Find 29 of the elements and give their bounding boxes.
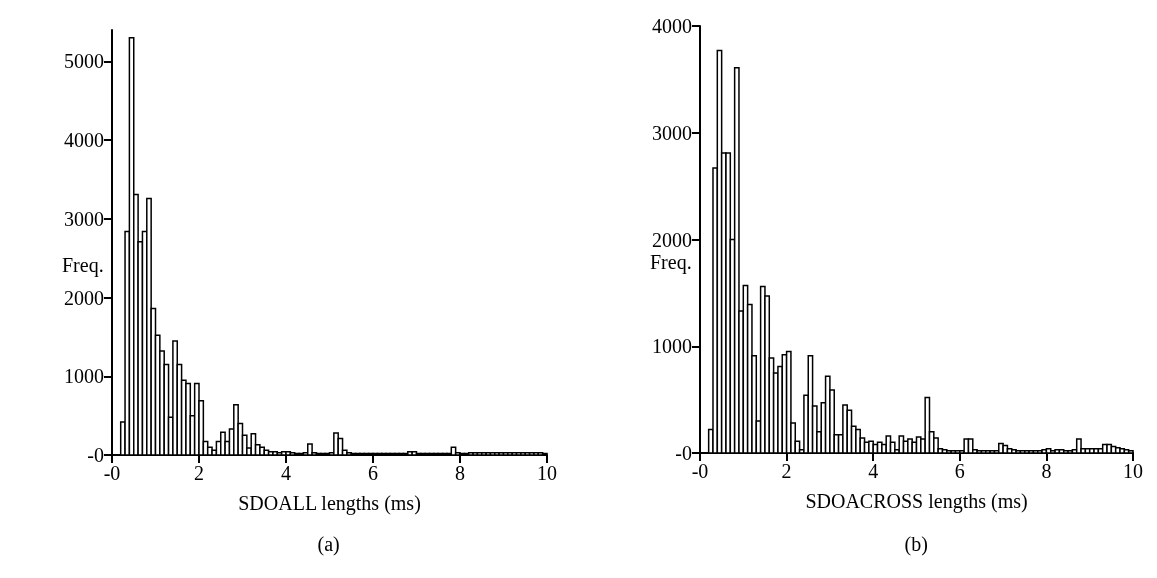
y-tick-label: 3000 [652,121,692,144]
y-tick-label: 4000 [64,129,104,152]
y-tick-label: 3000 [64,207,104,230]
x-tick-label: 8 [455,462,465,484]
y-tick-label: -0 [87,444,104,466]
x-tick-label: 6 [954,460,965,482]
x-tick-label: 2 [194,462,204,484]
x-tick-label: 6 [368,462,378,484]
y-axis-title: Freq. [650,250,692,274]
y-tick-label: 1000 [652,335,692,358]
x-axis-title: SDOALL lengths (ms) [238,492,421,515]
text: (b) [904,533,928,556]
x-tick-label: -0 [691,460,709,482]
x-tick-label: 10 [537,462,557,484]
x-axis-title: SDOACROSS lengths (ms) [805,490,1028,513]
x-tick-label: 8 [1041,460,1052,482]
x-tick-label: -0 [103,462,121,484]
y-tick-label: 2000 [64,286,104,309]
y-tick-label: 4000 [652,15,692,37]
y-tick-label: 2000 [652,228,692,251]
y-tick-label: 1000 [64,365,104,388]
text: (a) [317,533,340,556]
y-tick-label: 5000 [64,50,104,73]
x-tick-label: 2 [781,460,792,482]
y-axis-title: Freq. [62,253,104,277]
x-tick-label: 4 [868,460,879,482]
x-tick-label: 10 [1123,460,1143,482]
y-tick-label: -0 [675,442,692,464]
x-tick-label: 4 [281,462,291,484]
